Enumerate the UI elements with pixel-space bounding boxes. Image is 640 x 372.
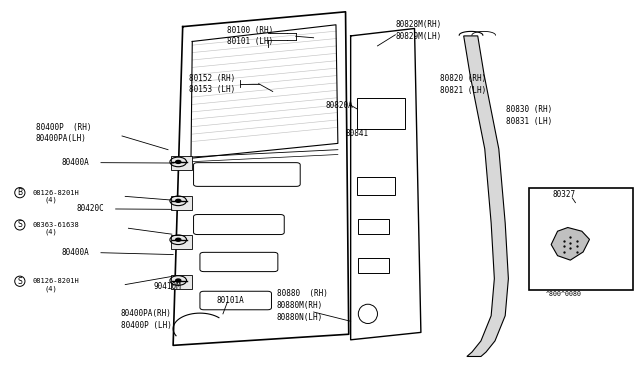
Text: 80327: 80327 <box>552 190 575 199</box>
Text: ^800^0080: ^800^0080 <box>546 291 582 297</box>
Bar <box>172 235 191 249</box>
Text: B: B <box>17 188 22 197</box>
Bar <box>357 177 396 195</box>
Text: 80828M(RH)
80829M(LH): 80828M(RH) 80829M(LH) <box>396 20 442 41</box>
Text: 80400P  (RH)
80400PA(LH): 80400P (RH) 80400PA(LH) <box>36 123 92 143</box>
Bar <box>529 188 633 290</box>
Text: 80400A: 80400A <box>61 158 89 167</box>
Polygon shape <box>464 36 508 356</box>
Bar <box>358 258 389 273</box>
Text: 80820A: 80820A <box>325 101 353 110</box>
Bar <box>357 98 405 129</box>
Text: 80400PA(RH)
80400P (LH): 80400PA(RH) 80400P (LH) <box>121 309 172 330</box>
Polygon shape <box>551 228 589 260</box>
Circle shape <box>175 160 180 163</box>
Text: (4): (4) <box>44 285 57 292</box>
Bar <box>172 196 191 210</box>
Text: 80841: 80841 <box>346 128 369 138</box>
Bar <box>358 219 389 234</box>
Text: 08126-8201H: 08126-8201H <box>33 190 79 196</box>
Circle shape <box>175 279 180 282</box>
Text: 80820 (RH)
80821 (LH): 80820 (RH) 80821 (LH) <box>440 74 486 95</box>
Bar <box>172 156 191 170</box>
Text: 80880  (RH)
80880M(RH)
80880N(LH): 80880 (RH) 80880M(RH) 80880N(LH) <box>276 289 328 322</box>
Text: 80100 (RH)
80101 (LH): 80100 (RH) 80101 (LH) <box>227 26 274 46</box>
Text: 80420C: 80420C <box>76 205 104 214</box>
Text: S: S <box>17 277 22 286</box>
Text: (4): (4) <box>44 196 57 203</box>
Text: 08126-8201H: 08126-8201H <box>33 278 79 284</box>
Text: 90410M: 90410M <box>154 282 182 291</box>
Text: S: S <box>17 221 22 230</box>
Circle shape <box>175 238 180 241</box>
Bar <box>172 275 191 289</box>
Text: 08363-61638: 08363-61638 <box>33 222 79 228</box>
Circle shape <box>175 199 180 202</box>
Text: 80152 (RH)
80153 (LH): 80152 (RH) 80153 (LH) <box>189 74 236 94</box>
Text: 80830 (RH)
80831 (LH): 80830 (RH) 80831 (LH) <box>506 105 553 126</box>
Text: 80101A: 80101A <box>216 296 244 305</box>
Text: (4): (4) <box>44 229 57 235</box>
Text: 80400A: 80400A <box>61 248 89 257</box>
